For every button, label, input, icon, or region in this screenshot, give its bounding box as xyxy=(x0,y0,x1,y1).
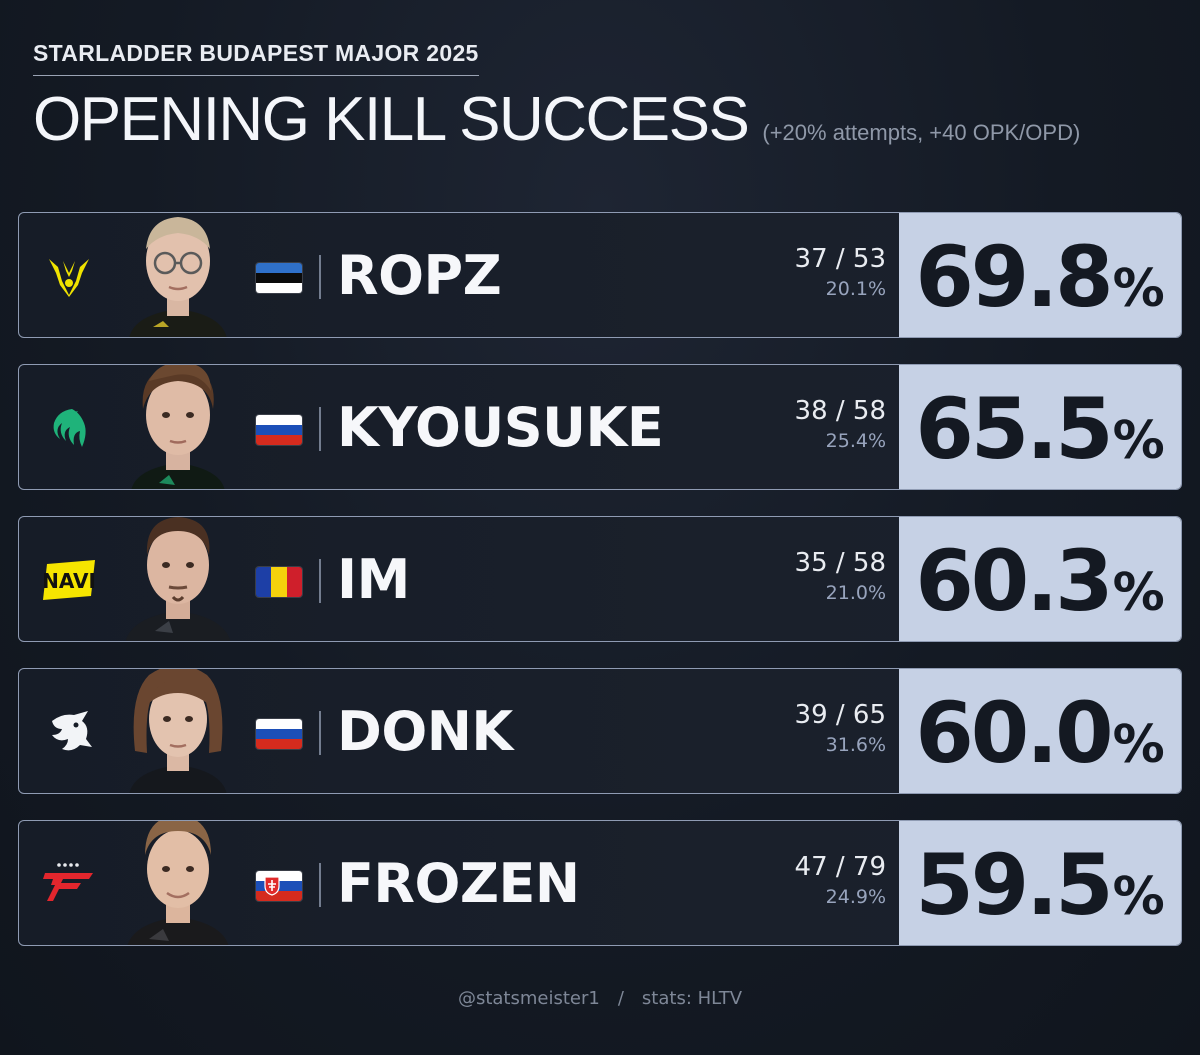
kills-ratio: 37 / 53 xyxy=(794,244,886,274)
stats-block: 38 / 58 25.4% xyxy=(795,395,886,455)
data-source: stats: HLTV xyxy=(641,988,743,1009)
faze-logo-icon xyxy=(39,854,99,914)
success-value: 65.5% xyxy=(915,380,1165,478)
divider xyxy=(319,711,321,755)
divider xyxy=(319,863,321,907)
header: STARLADDER BUDAPEST MAJOR 2025 OPENING K… xyxy=(33,40,1080,155)
kills-ratio: 39 / 65 xyxy=(794,700,886,730)
flag-romania-icon xyxy=(256,567,302,597)
success-value: 60.0% xyxy=(915,684,1165,782)
success-value: 59.5% xyxy=(915,836,1165,934)
table-row: ROPZ 37 / 53 20.1% 69.8% xyxy=(18,212,1182,338)
stats-block: 37 / 53 20.1% xyxy=(795,243,886,303)
title-line: OPENING KILL SUCCESS (+20% attempts, +40… xyxy=(33,84,1080,155)
table-row: KYOUSUKE 38 / 58 25.4% 65.5% xyxy=(18,364,1182,490)
divider xyxy=(319,255,321,299)
navi-logo-icon: NAVI xyxy=(39,550,99,610)
table-row: DONK 39 / 65 31.6% 60.0% xyxy=(18,668,1182,794)
player-photo-frozen xyxy=(127,821,229,945)
flag-russia-icon xyxy=(256,719,302,749)
event-subtitle: STARLADDER BUDAPEST MAJOR 2025 xyxy=(33,40,479,76)
kills-ratio: 35 / 58 xyxy=(794,548,886,578)
spirit-logo-icon xyxy=(39,702,99,762)
success-box: 60.0% xyxy=(899,669,1181,793)
divider xyxy=(319,559,321,603)
svg-text:NAVI: NAVI xyxy=(42,569,96,593)
player-photo-ropz xyxy=(129,217,227,337)
stats-block: 35 / 58 21.0% xyxy=(795,547,886,607)
player-name: FROZEN xyxy=(337,852,580,915)
kills-ratio: 38 / 58 xyxy=(794,396,886,426)
divider xyxy=(319,407,321,451)
attempt-rate: 21.0% xyxy=(825,582,886,604)
falcons-logo-icon xyxy=(39,398,99,458)
flag-estonia-icon xyxy=(256,263,302,293)
player-photo-kyousuke xyxy=(131,365,225,489)
success-box: 65.5% xyxy=(899,365,1181,489)
author-handle: @statsmeister1 xyxy=(457,988,600,1009)
player-rows: ROPZ 37 / 53 20.1% 69.8% xyxy=(18,212,1182,972)
success-box: 69.8% xyxy=(899,213,1181,337)
success-value: 60.3% xyxy=(915,532,1165,630)
success-box: 60.3% xyxy=(899,517,1181,641)
player-name: ROPZ xyxy=(337,244,502,307)
player-name: KYOUSUKE xyxy=(337,396,664,459)
table-row: NAVI IM 35 / 58 21.0% 60.3% xyxy=(18,516,1182,642)
attempt-rate: 31.6% xyxy=(825,734,886,756)
kills-ratio: 47 / 79 xyxy=(794,852,886,882)
player-name: DONK xyxy=(337,700,513,763)
vitality-logo-icon xyxy=(39,246,99,306)
footer-separator: / xyxy=(617,988,624,1009)
footer: @statsmeister1 / stats: HLTV xyxy=(0,988,1200,1009)
attempt-rate: 24.9% xyxy=(825,886,886,908)
attempt-rate: 25.4% xyxy=(825,430,886,452)
flag-slovakia-icon xyxy=(256,871,302,901)
player-photo-im xyxy=(125,517,231,641)
attempt-rate: 20.1% xyxy=(825,278,886,300)
stats-block: 39 / 65 31.6% xyxy=(795,699,886,759)
player-name: IM xyxy=(337,548,410,611)
success-value: 69.8% xyxy=(915,228,1165,326)
stats-block: 47 / 79 24.9% xyxy=(795,851,886,911)
success-box: 59.5% xyxy=(899,821,1181,945)
table-row: FROZEN 47 / 79 24.9% 59.5% xyxy=(18,820,1182,946)
flag-russia-icon xyxy=(256,415,302,445)
criteria-note: (+20% attempts, +40 OPK/OPD) xyxy=(762,120,1081,145)
player-photo-donk xyxy=(129,669,227,793)
page-title: OPENING KILL SUCCESS xyxy=(33,85,750,154)
